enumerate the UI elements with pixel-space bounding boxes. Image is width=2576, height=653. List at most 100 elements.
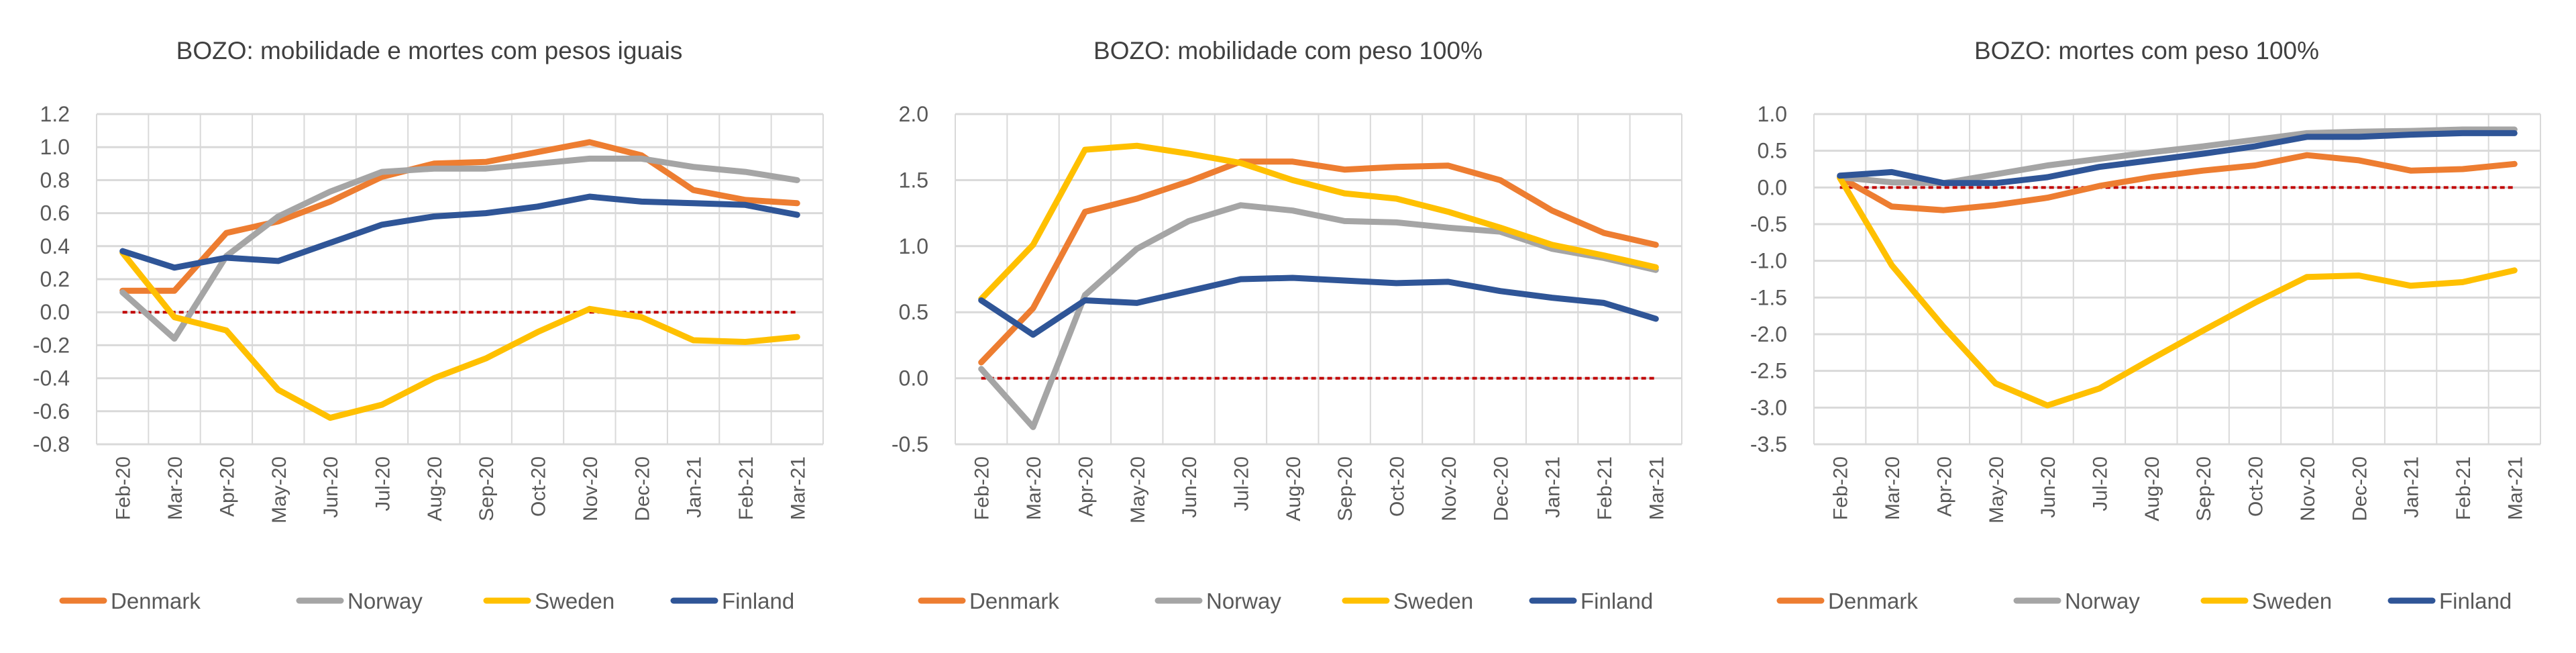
y-tick-label: 0.8 (40, 168, 70, 192)
x-tick-label: Aug-20 (2141, 456, 2163, 521)
x-tick-label: Feb-21 (1594, 456, 1616, 520)
series-line-denmark (1837, 152, 2518, 213)
y-tick-label: 1.0 (899, 234, 928, 258)
y-tick-label: 1.2 (40, 102, 70, 126)
x-tick-label: Sep-20 (476, 456, 498, 521)
x-tick-label: Mar-20 (1023, 456, 1045, 520)
y-tick-label: 0.4 (40, 234, 70, 258)
x-tick-label: Feb-21 (735, 456, 757, 520)
y-tick-label: 1.5 (899, 168, 928, 192)
chart-title: BOZO: mobilidade e mortes com pesos igua… (176, 37, 683, 64)
y-tick-label: 0.0 (899, 366, 928, 391)
series-line-sweden (978, 142, 1659, 302)
x-tick-label: Jun-20 (320, 456, 342, 518)
x-tick-label: Oct-20 (528, 456, 550, 517)
x-tick-label: Mar-21 (1646, 456, 1668, 520)
y-tick-label: 0.5 (899, 300, 928, 324)
legend-label: Sweden (2252, 589, 2332, 613)
x-tick-label: Apr-20 (216, 456, 238, 517)
y-tick-label: 0.5 (1758, 139, 1787, 163)
x-tick-label: Nov-20 (2297, 456, 2319, 521)
x-tick-label: Oct-20 (1387, 456, 1409, 517)
x-tick-label: Mar-20 (1882, 456, 1904, 520)
x-tick-label: Mar-21 (2504, 456, 2526, 520)
chart-panel-equal-weights: BOZO: mobilidade e mortes com pesos igua… (0, 0, 859, 653)
y-tick-label: -2.5 (1750, 359, 1787, 383)
legend-item-norway: Norway (2013, 589, 2140, 613)
legend-item-finland: Finland (2387, 589, 2512, 613)
legend-item-denmark: Denmark (1776, 589, 1918, 613)
series-line-finland (119, 193, 800, 271)
legend-item-finland: Finland (670, 589, 794, 613)
y-tick-label: -0.2 (33, 333, 70, 357)
chart-panel-deaths: BOZO: mortes com peso 100% 1.0 0.5 0.0 -0.5 -… (1717, 0, 2576, 653)
y-tick-label: 0.2 (40, 267, 70, 291)
x-tick-label: Jan-21 (2401, 456, 2423, 518)
legend-item-denmark: Denmark (918, 589, 1059, 613)
legend-item-sweden: Sweden (483, 589, 614, 613)
y-tick-label: -0.8 (33, 432, 70, 456)
legend-label: Finland (2439, 589, 2512, 613)
chart-panel-mobility: BOZO: mobilidade com peso 100% 2.0 1.5 1.0 0… (859, 0, 1717, 653)
legend-label: Denmark (969, 589, 1059, 613)
x-tick-label: Aug-20 (424, 456, 446, 521)
x-tick-label: May-20 (1127, 456, 1149, 523)
y-tick-label: -0.4 (33, 366, 70, 391)
y-tick-label: -1.5 (1750, 285, 1787, 309)
x-tick-label: Apr-20 (1933, 456, 1955, 517)
legend-label: Sweden (1393, 589, 1473, 613)
x-tick-label: Feb-20 (971, 456, 994, 520)
series-line-denmark (119, 139, 800, 294)
line-chart-mobility: BOZO: mobilidade com peso 100% 2.0 1.5 1.0 0… (892, 37, 1682, 613)
x-tick-label: Jul-20 (372, 456, 394, 511)
series-line-norway (119, 155, 800, 342)
x-tick-label: Jul-20 (2089, 456, 2111, 511)
x-tick-label: Jul-20 (1230, 456, 1252, 511)
y-tick-label: -3.0 (1750, 395, 1787, 419)
series-line-finland (978, 274, 1659, 338)
x-tick-label: Feb-20 (1830, 456, 1852, 520)
chart-title: BOZO: mobilidade com peso 100% (1093, 37, 1483, 64)
y-tick-label: 0.6 (40, 201, 70, 225)
x-tick-label: Mar-20 (164, 456, 186, 520)
y-tick-label: 2.0 (899, 102, 928, 126)
series-line-denmark (978, 158, 1659, 366)
y-tick-label: -0.5 (892, 432, 928, 456)
x-tick-label: Oct-20 (2245, 456, 2267, 517)
line-chart-equal-weights: BOZO: mobilidade e mortes com pesos igua… (33, 37, 824, 613)
x-tick-label: Mar-21 (787, 456, 809, 520)
x-tick-label: Nov-20 (580, 456, 602, 521)
x-tick-label: Apr-20 (1075, 456, 1097, 517)
y-tick-label: -0.5 (1750, 212, 1787, 236)
legend-item-denmark: Denmark (59, 589, 201, 613)
x-tick-label: Dec-20 (631, 456, 653, 521)
x-tick-label: Jan-21 (1542, 456, 1564, 518)
x-tick-label: Sep-20 (1334, 456, 1356, 521)
line-chart-deaths: BOZO: mortes com peso 100% 1.0 0.5 0.0 -0.5 -… (1750, 37, 2541, 613)
y-tick-label: -2.0 (1750, 322, 1787, 346)
x-tick-label: May-20 (268, 456, 290, 523)
x-tick-label: Dec-20 (1490, 456, 1512, 521)
series-line-sweden (1837, 174, 2518, 409)
x-tick-label: Jun-20 (1179, 456, 1201, 518)
x-tick-label: May-20 (1986, 456, 2008, 523)
x-tick-label: Jan-21 (684, 456, 706, 518)
y-tick-label: 0.0 (1758, 175, 1787, 199)
legend-item-norway: Norway (1155, 589, 1281, 613)
legend-item-norway: Norway (296, 589, 423, 613)
x-tick-label: Sep-20 (2193, 456, 2215, 521)
legend-label: Finland (1580, 589, 1653, 613)
series-line-sweden (119, 250, 800, 421)
series-line-finland (1837, 130, 2518, 187)
y-tick-label: -3.5 (1750, 432, 1787, 456)
legend-label: Norway (1206, 589, 1281, 613)
y-tick-label: 1.0 (40, 135, 70, 159)
legend-label: Norway (2065, 589, 2140, 613)
legend-label: Norway (347, 589, 423, 613)
x-tick-label: Feb-20 (113, 456, 135, 520)
x-tick-label: Jun-20 (2037, 456, 2059, 518)
legend-label: Denmark (111, 589, 201, 613)
y-tick-label: -0.6 (33, 399, 70, 423)
x-tick-label: Nov-20 (1438, 456, 1460, 521)
legend-label: Sweden (535, 589, 614, 613)
